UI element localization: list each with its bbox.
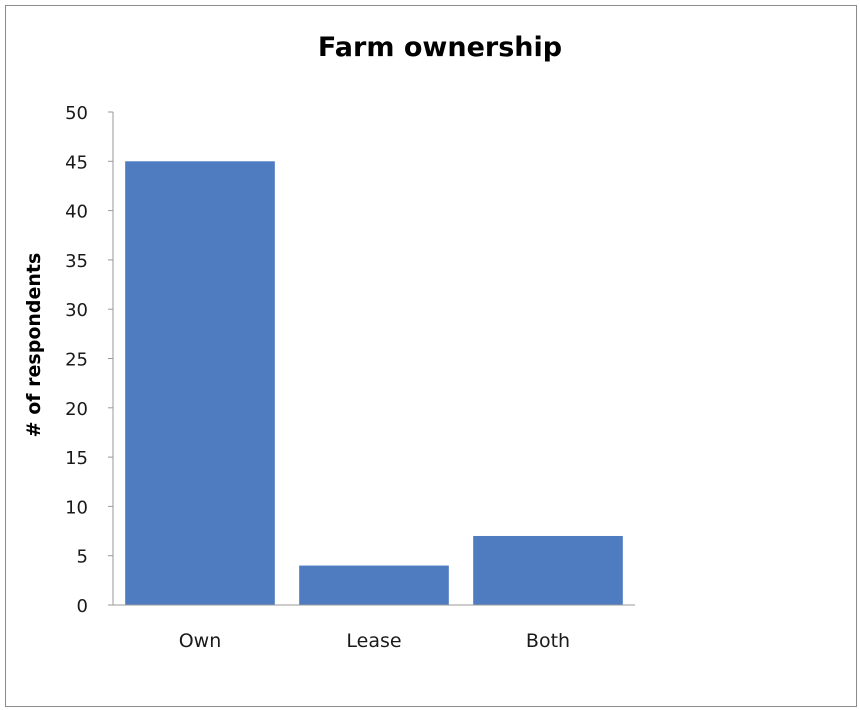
chart-title: Farm ownership [318,32,562,63]
y-tick-label: 40 [65,202,88,223]
y-tick-label: 20 [65,399,88,420]
y-axis-label: # of respondents [23,253,45,438]
bars [125,161,623,606]
x-tick-label: Lease [346,630,401,652]
bar-both [473,535,623,605]
bar-own [125,161,275,606]
y-tick-label: 45 [65,152,88,173]
y-tick-label: 35 [65,251,88,272]
x-tick-label: Own [179,630,222,652]
y-tick-label: 50 [65,103,88,124]
x-axis-ticks: Own Lease Both [179,630,570,652]
y-tick-label: 25 [65,350,88,371]
x-tick-label: Both [526,630,570,652]
y-tick-label: 30 [65,300,88,321]
y-tick-label: 5 [77,547,88,568]
y-axis-ticks: 0 5 10 15 20 25 30 35 40 45 50 [65,103,113,617]
y-tick-label: 10 [65,497,88,518]
y-tick-label: 15 [65,448,88,469]
y-tick-label: 0 [77,596,88,617]
bar-lease [299,565,449,605]
